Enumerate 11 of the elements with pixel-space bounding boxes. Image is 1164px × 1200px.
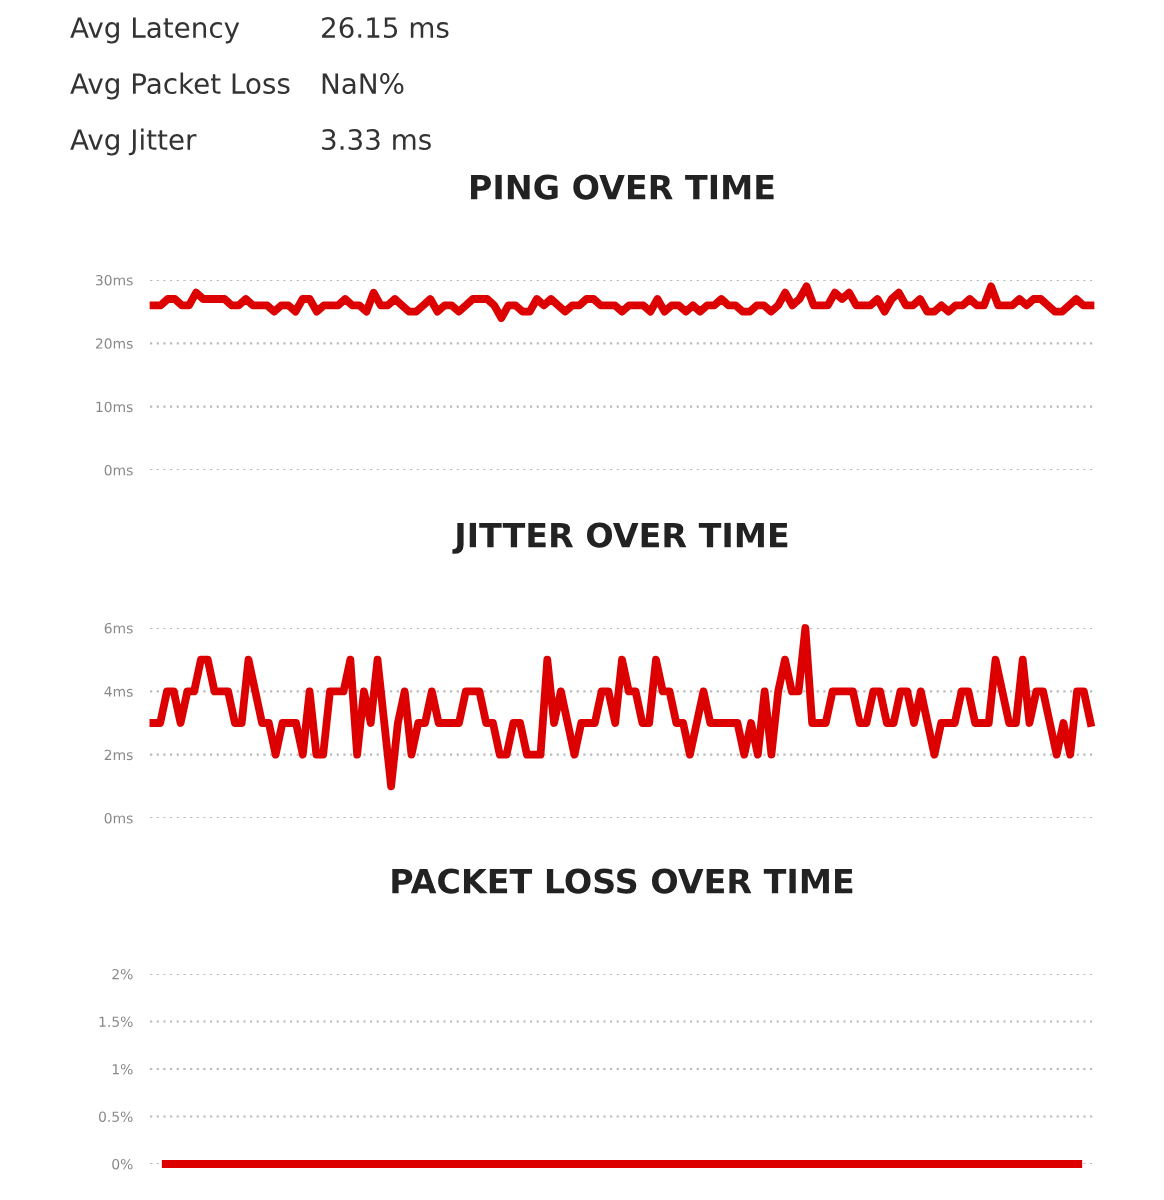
text: NaN% (322, 73, 404, 95)
line-series (149, 282, 1095, 322)
text: Avg Packet Loss (70, 72, 290, 100)
text: 3.33 ms (322, 129, 431, 151)
chart-title: PACKET LOSS OVER TIME (392, 868, 853, 894)
text: 26.15 ms (322, 17, 449, 39)
text: Avg Jitter (70, 128, 197, 156)
chart-title: JITTER OVER TIME (452, 522, 788, 554)
text: Avg Latency (70, 17, 240, 44)
line-series (149, 624, 1095, 791)
chart-title: PING OVER TIME (471, 174, 774, 200)
